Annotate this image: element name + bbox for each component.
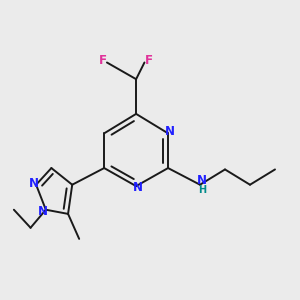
Text: N: N <box>38 205 48 218</box>
Text: F: F <box>98 54 106 67</box>
Text: N: N <box>197 174 207 187</box>
Text: F: F <box>145 54 153 67</box>
Text: N: N <box>165 125 175 138</box>
Text: H: H <box>198 185 206 195</box>
Text: N: N <box>133 181 143 194</box>
Text: N: N <box>29 177 39 190</box>
